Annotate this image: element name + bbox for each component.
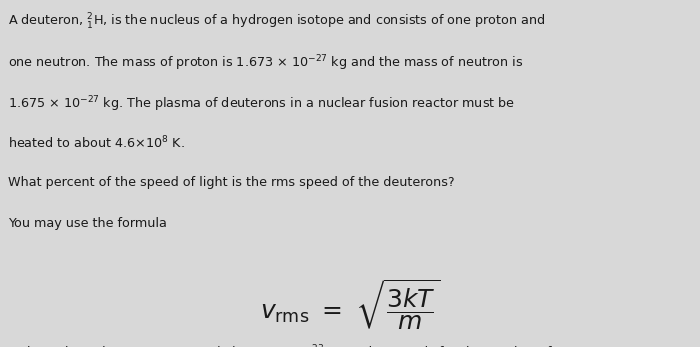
Text: What percent of the speed of light is the rms speed of the deuterons?: What percent of the speed of light is th… (8, 176, 455, 189)
Text: $v_{\mathrm{rms}}\ =\ \sqrt{\dfrac{3kT}{m}}$: $v_{\mathrm{rms}}\ =\ \sqrt{\dfrac{3kT}{… (260, 278, 440, 332)
Text: You may use the formula: You may use the formula (8, 217, 167, 230)
Text: A deuteron, $^2_1\mathrm{H}$, is the nucleus of a hydrogen isotope and consists : A deuteron, $^2_1\mathrm{H}$, is the nuc… (8, 12, 546, 32)
Text: 1.675 $\times$ 10$^{-27}$ kg. The plasma of deuterons in a nuclear fusion reacto: 1.675 $\times$ 10$^{-27}$ kg. The plasma… (8, 94, 515, 113)
Text: , where the Boltzmann constant is $k$=1.38$\times$10$^{-23}$ J/K and $m$ stands : , where the Boltzmann constant is $k$=1.… (8, 344, 554, 347)
Text: heated to about 4.6$\times$10$^8$ K.: heated to about 4.6$\times$10$^8$ K. (8, 135, 186, 152)
Text: one neutron. The mass of proton is 1.673 $\times$ 10$^{-27}$ kg and the mass of : one neutron. The mass of proton is 1.673… (8, 53, 524, 73)
